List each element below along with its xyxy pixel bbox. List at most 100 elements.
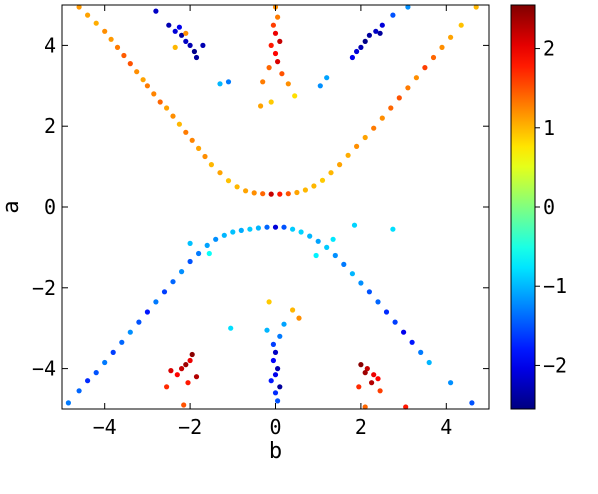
scatter-point xyxy=(349,271,355,277)
scatter-point xyxy=(202,153,208,160)
scatter-point xyxy=(426,359,432,366)
scatter-point xyxy=(187,42,193,49)
scatter-point xyxy=(373,28,379,34)
scatter-point xyxy=(362,404,368,410)
colorbar-tick-label: −1 xyxy=(543,274,567,298)
scatter-point xyxy=(247,226,253,232)
scatter-point xyxy=(272,372,279,378)
scatter-point xyxy=(366,289,372,295)
scatter-point xyxy=(102,359,108,366)
colorbar xyxy=(510,4,536,410)
scatter-point xyxy=(176,24,182,30)
scatter-point xyxy=(302,187,308,193)
scatter-point xyxy=(392,319,398,325)
scatter-point xyxy=(413,75,419,81)
scatter-point xyxy=(328,170,334,176)
scatter-point xyxy=(258,103,264,109)
scatter-point xyxy=(362,134,368,141)
x-axis-ticks: −4 −2 0 2 4 xyxy=(93,5,452,439)
scatter-point xyxy=(377,388,383,394)
scatter-point xyxy=(161,289,168,295)
scatter-point xyxy=(354,143,360,149)
scatter-point xyxy=(313,252,319,259)
scatter-point xyxy=(405,85,411,91)
scatter-point xyxy=(251,190,257,196)
colorbar-tick-label: 1 xyxy=(543,116,555,140)
scatter-point xyxy=(366,32,372,38)
scatter-point xyxy=(166,22,172,28)
scatter-point xyxy=(183,129,189,135)
scatter-point xyxy=(93,370,99,376)
scatter-point xyxy=(153,8,159,14)
scatter-point xyxy=(281,321,287,327)
scatter-point xyxy=(110,349,116,355)
scatter-point xyxy=(93,20,99,26)
y-tick-label: 4 xyxy=(44,33,56,57)
scatter-point xyxy=(354,48,360,55)
colorbar-tick-label: 0 xyxy=(543,195,555,219)
scatter-point xyxy=(409,339,415,345)
scatter-point xyxy=(418,349,424,355)
scatter-point xyxy=(268,191,274,197)
scatter-point xyxy=(260,191,266,197)
colorbar-ticks: −2 −1 0 1 2 xyxy=(535,37,567,377)
scatter-point xyxy=(272,224,279,230)
scatter-point xyxy=(396,95,402,101)
scatter-point xyxy=(422,65,428,71)
scatter-point xyxy=(164,105,170,111)
scatter-point xyxy=(296,315,302,321)
scatter-point xyxy=(65,400,71,406)
scatter-point xyxy=(225,178,232,184)
scatter-point xyxy=(439,44,445,51)
scatter-point xyxy=(187,258,193,265)
scatter-point xyxy=(264,327,270,333)
scatter-point xyxy=(270,22,276,28)
scatter-point xyxy=(228,325,234,331)
scatter-point xyxy=(179,32,185,38)
scatter-point xyxy=(275,59,281,65)
scatter-point xyxy=(151,91,157,97)
scatter-point xyxy=(76,388,82,394)
scatter-point xyxy=(362,38,368,45)
scatter-point xyxy=(185,380,191,386)
scatter-point xyxy=(388,105,394,111)
scatter-point xyxy=(121,52,127,59)
scatter-point xyxy=(358,280,364,286)
scatter-point xyxy=(337,162,343,168)
scatter-point xyxy=(221,232,227,238)
scatter-point xyxy=(168,368,174,374)
scatter-point xyxy=(349,54,355,61)
scatter-point xyxy=(358,362,364,368)
scatter-point xyxy=(290,226,296,232)
scatter-point xyxy=(266,65,272,71)
scatter-point xyxy=(170,279,176,285)
scatter-point xyxy=(307,233,313,239)
scatter-point xyxy=(196,145,202,151)
scatter-point xyxy=(102,28,108,34)
scatter-point xyxy=(272,50,279,57)
scatter-point xyxy=(191,48,197,55)
scatter-point xyxy=(290,307,296,313)
scatter-point xyxy=(330,236,336,242)
colorbar-tick-label: 2 xyxy=(543,37,555,61)
y-axis-ticks: −4 −2 0 2 4 xyxy=(32,33,489,381)
scatter-point xyxy=(285,191,291,197)
scatter-point xyxy=(277,191,283,197)
scatter-point xyxy=(277,384,283,390)
x-axis-label: b xyxy=(269,439,282,464)
scatter-point xyxy=(277,333,283,339)
scatter-point xyxy=(187,357,193,364)
scatter-point xyxy=(375,299,381,305)
scatter-point xyxy=(119,339,125,345)
scatter-point xyxy=(356,384,362,390)
scatter-point xyxy=(76,4,82,10)
scatter-point xyxy=(127,61,133,67)
scatter-point xyxy=(430,54,437,61)
scatter-point xyxy=(134,69,140,75)
scatter-point xyxy=(243,188,249,194)
scatter-point xyxy=(179,269,185,275)
scatter-point xyxy=(383,309,390,315)
scatter-point xyxy=(255,225,261,231)
scatter-point xyxy=(85,12,91,18)
